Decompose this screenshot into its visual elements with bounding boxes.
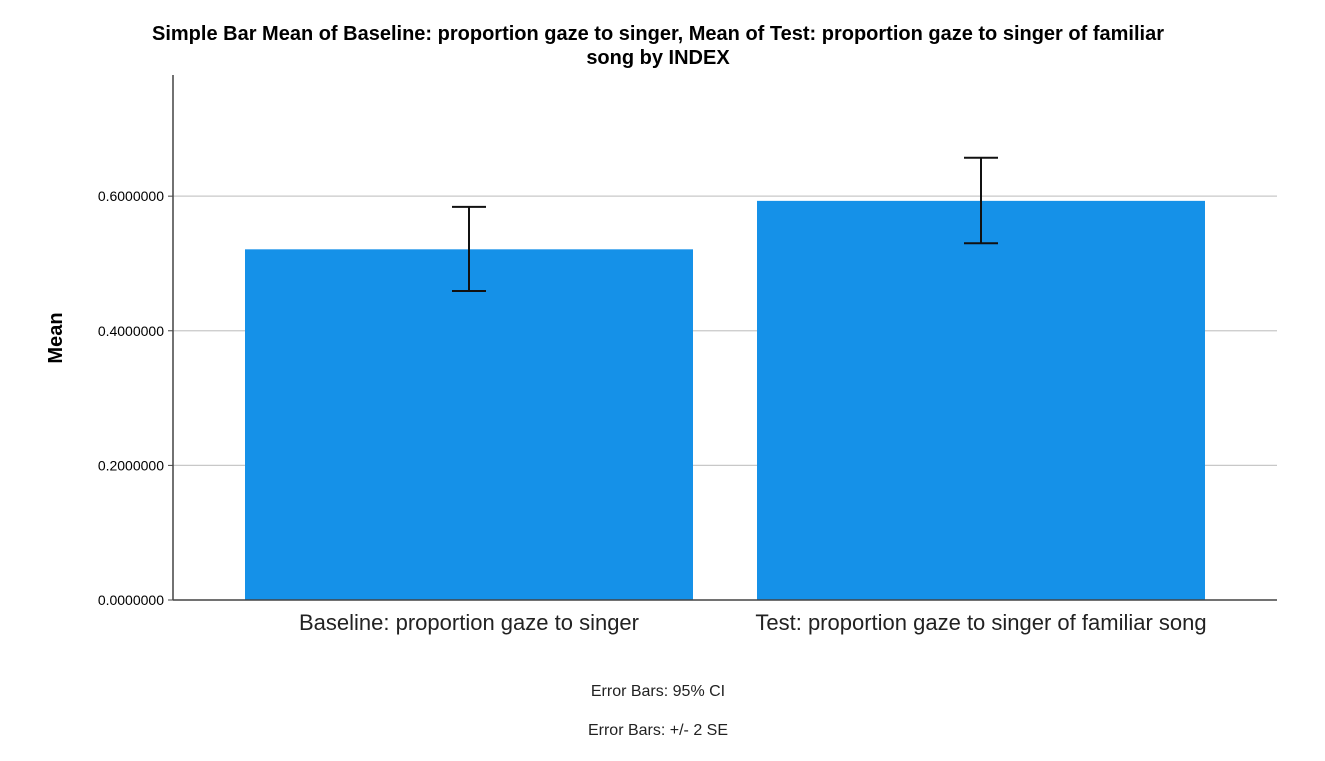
y-tick-label: 0.2000000 — [98, 457, 164, 473]
error-bar — [964, 156, 998, 245]
bar — [757, 200, 1205, 600]
bar — [245, 249, 693, 601]
y-axis-label: Mean — [45, 312, 67, 363]
error-bars-note-se: Error Bars: +/- 2 SE — [588, 722, 728, 739]
error-bars — [452, 156, 998, 293]
chart-title: Simple Bar Mean of Baseline: proportion … — [152, 23, 1164, 69]
x-tick-label: Test: proportion gaze to singer of famil… — [755, 610, 1206, 635]
y-tick-label: 0.4000000 — [98, 323, 164, 339]
error-bar — [452, 205, 486, 293]
chart-title-line-2: song by INDEX — [586, 47, 730, 69]
y-axis-ticks: 0.0000000 0.2000000 0.4000000 0.6000000 — [98, 188, 173, 608]
y-tick-label: 0.6000000 — [98, 188, 164, 204]
x-axis-ticks: Baseline: proportion gaze to singer Test:… — [299, 610, 1207, 635]
chart-title-line-1: Simple Bar Mean of Baseline: proportion … — [152, 23, 1164, 45]
y-tick-label: 0.0000000 — [98, 592, 164, 608]
bars — [245, 200, 1205, 601]
x-tick-label: Baseline: proportion gaze to singer — [299, 610, 639, 635]
error-bars-note-ci: Error Bars: 95% CI — [591, 683, 725, 700]
